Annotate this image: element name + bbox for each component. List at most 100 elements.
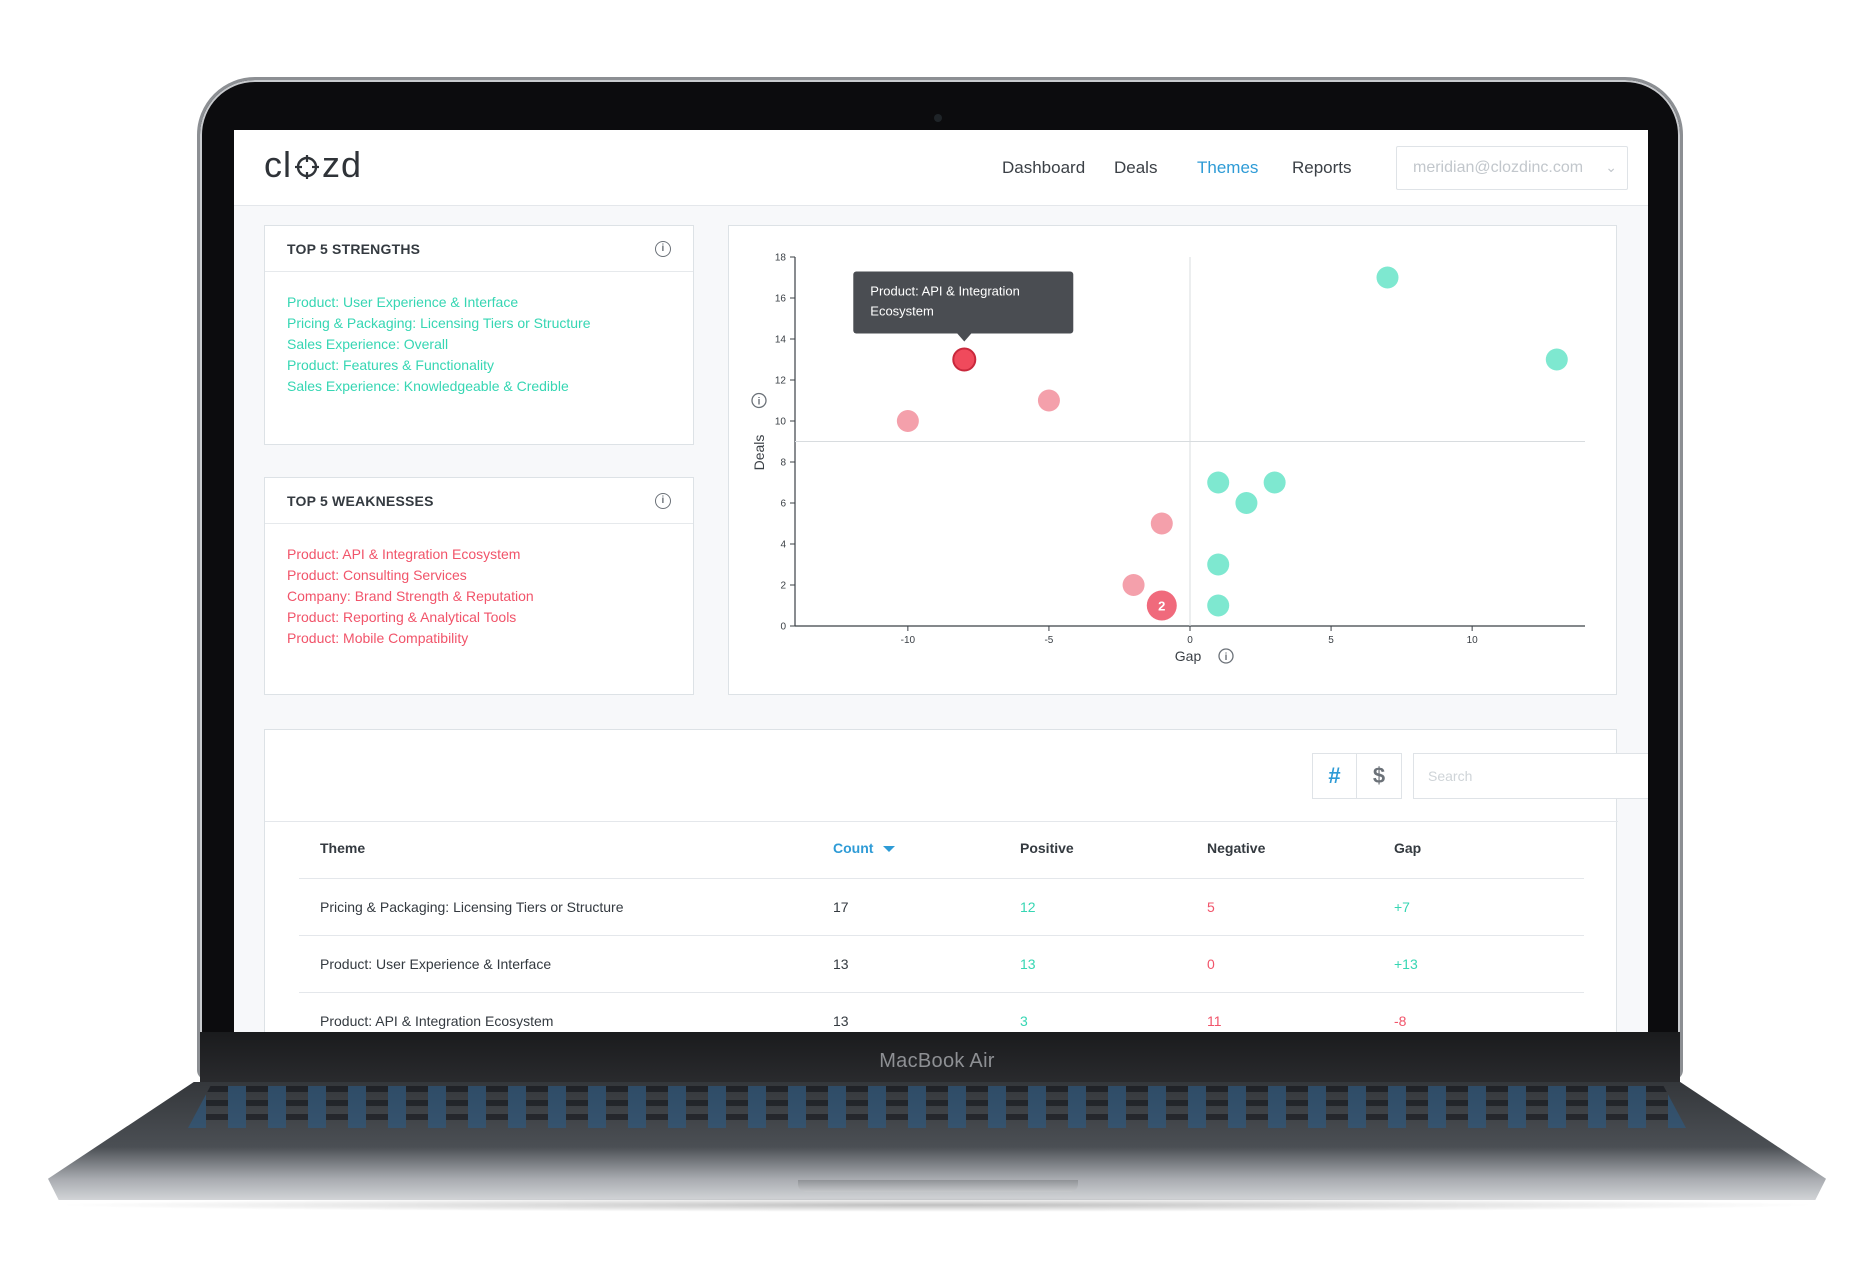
table-row[interactable]: Pricing & Packaging: Licensing Tiers or … <box>299 878 1584 935</box>
gap-cell: +13 <box>1394 956 1418 972</box>
strengths-card: TOP 5 STRENGTHS i Product: User Experien… <box>264 225 694 445</box>
y-axis-label: Deals <box>751 435 767 471</box>
negative-theme-point[interactable] <box>1122 574 1145 596</box>
column-header-positive[interactable]: Positive <box>1020 840 1074 856</box>
positive-theme-point[interactable] <box>1376 266 1399 289</box>
crosshair-icon <box>294 152 320 179</box>
tooltip-text: Product: API & Integration <box>870 284 1020 299</box>
positive-theme-point[interactable] <box>1545 348 1568 371</box>
keyboard <box>188 1086 1686 1128</box>
y-tick-label: 18 <box>775 253 787 264</box>
tooltip-pointer <box>957 333 972 342</box>
y-tick-label: 10 <box>775 417 787 428</box>
positive-theme-point[interactable] <box>1207 553 1230 576</box>
negative-theme-point[interactable] <box>1150 512 1173 535</box>
y-tick-label: 14 <box>775 335 787 346</box>
positive-theme-point[interactable] <box>1235 492 1258 514</box>
count-cell: 13 <box>833 1013 849 1029</box>
nav-reports[interactable]: Reports <box>1292 158 1352 177</box>
positive-cell: 13 <box>1020 956 1036 972</box>
lid-notch <box>798 1180 1078 1192</box>
x-axis-info-icon[interactable] <box>1218 648 1234 664</box>
clozd-logo[interactable]: cl zd <box>264 144 362 186</box>
weaknesses-header: TOP 5 WEAKNESSES i <box>265 478 693 524</box>
tooltip-box <box>853 271 1074 334</box>
divider <box>265 821 1618 822</box>
strength-item[interactable]: Sales Experience: Knowledgeable & Credib… <box>287 378 569 394</box>
logo-text-end: zd <box>322 144 363 185</box>
column-header-negative[interactable]: Negative <box>1207 840 1266 856</box>
x-tick-label: -5 <box>1044 635 1053 646</box>
user-email: meridian@clozdinc.com <box>1413 159 1584 176</box>
y-tick-label: 2 <box>780 581 786 592</box>
y-tick-label: 12 <box>775 376 787 387</box>
strength-item[interactable]: Pricing & Packaging: Licensing Tiers or … <box>287 315 591 331</box>
gap-cell: -8 <box>1394 1013 1407 1029</box>
theme-cell: Product: User Experience & Interface <box>320 956 552 972</box>
positive-theme-point[interactable] <box>1263 471 1286 494</box>
weaknesses-list: Product: API & Integration Ecosystem Pro… <box>265 524 693 649</box>
top-navbar: cl zd Dashboard Deals Themes Reports mer… <box>234 130 1648 206</box>
negative-theme-point[interactable] <box>896 410 919 432</box>
table-row[interactable]: Product: User Experience & Interface 13 … <box>299 935 1584 992</box>
chevron-down-icon: ⌄ <box>1605 159 1617 175</box>
info-icon[interactable]: i <box>655 241 671 257</box>
y-tick-label: 16 <box>775 294 787 305</box>
device-label: MacBook Air <box>879 1050 995 1072</box>
negative-theme-point[interactable] <box>1146 590 1177 621</box>
x-tick-label: 0 <box>1187 635 1193 646</box>
x-axis-label: Gap <box>1175 648 1202 664</box>
x-tick-label: 5 <box>1328 635 1334 646</box>
weakness-item[interactable]: Product: Mobile Compatibility <box>287 630 469 646</box>
negative-cell: 0 <box>1207 956 1215 972</box>
negative-theme-point[interactable] <box>952 347 977 372</box>
negative-theme-point[interactable] <box>1037 389 1060 412</box>
search-input[interactable] <box>1413 753 1648 799</box>
screen: cl zd Dashboard Deals Themes Reports mer… <box>234 130 1648 1032</box>
point-count-label: 2 <box>1158 599 1165 614</box>
y-axis-info-icon[interactable] <box>751 392 767 409</box>
x-tick-label: -10 <box>901 635 916 646</box>
weaknesses-title: TOP 5 WEAKNESSES <box>287 493 434 509</box>
column-header-count-label: Count <box>833 840 874 856</box>
gap-scatter-card: 0 2 4 6 8 10 12 14 16 18 -10 -5 0 5 10 Gap i Deals i 2 Produ… <box>728 225 1617 695</box>
strength-item[interactable]: Product: Features & Functionality <box>287 357 494 373</box>
count-cell: 17 <box>833 899 849 915</box>
column-header-theme[interactable]: Theme <box>320 840 366 856</box>
positive-theme-point[interactable] <box>1207 471 1230 494</box>
y-axis-info-icon-glyph: i <box>758 397 761 408</box>
count-toggle-button[interactable]: # <box>1313 754 1358 798</box>
weakness-item[interactable]: Company: Brand Strength & Reputation <box>287 588 534 604</box>
y-tick-label: 4 <box>780 540 786 551</box>
y-tick-label: 6 <box>780 499 786 510</box>
theme-cell: Pricing & Packaging: Licensing Tiers or … <box>320 899 624 915</box>
x-axis-info-icon-glyph: i <box>1225 652 1228 663</box>
sort-desc-icon <box>883 846 896 853</box>
column-header-gap[interactable]: Gap <box>1394 840 1422 856</box>
strength-item[interactable]: Product: User Experience & Interface <box>287 294 519 310</box>
strengths-list: Product: User Experience & Interface Pri… <box>265 272 693 397</box>
weakness-item[interactable]: Product: Reporting & Analytical Tools <box>287 609 517 625</box>
x-tick-label: 10 <box>1467 635 1479 646</box>
strengths-header: TOP 5 STRENGTHS i <box>265 226 693 272</box>
logo-text-start: cl <box>264 144 292 185</box>
user-account-dropdown[interactable]: meridian@clozdinc.com ⌄ <box>1396 146 1628 190</box>
nav-dashboard[interactable]: Dashboard <box>1002 158 1086 177</box>
dollar-toggle-button[interactable]: $ <box>1372 763 1386 788</box>
themes-table-card: # $ Theme Count Positive Negative Gap Pr… <box>264 729 1648 1032</box>
laptop-chin <box>200 1032 1680 1084</box>
count-cell: 13 <box>833 956 849 972</box>
column-header-count[interactable]: Count <box>833 840 896 856</box>
nav-deals[interactable]: Deals <box>1114 158 1158 177</box>
weakness-item[interactable]: Product: API & Integration Ecosystem <box>287 546 521 562</box>
metric-toggle: # $ <box>1312 753 1402 799</box>
positive-theme-point[interactable] <box>1207 594 1230 617</box>
positive-cell: 12 <box>1020 899 1036 915</box>
table-row[interactable]: Product: API & Integration Ecosystem 13 … <box>299 992 1584 1032</box>
strength-item[interactable]: Sales Experience: Overall <box>287 336 449 352</box>
negative-cell: 5 <box>1207 899 1215 915</box>
nav-themes[interactable]: Themes <box>1197 158 1259 177</box>
weakness-item[interactable]: Product: Consulting Services <box>287 567 467 583</box>
weaknesses-card: TOP 5 WEAKNESSES i Product: API & Integr… <box>264 477 694 695</box>
info-icon[interactable]: i <box>655 493 671 509</box>
